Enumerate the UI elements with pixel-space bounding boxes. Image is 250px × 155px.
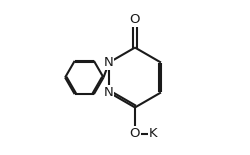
Text: O: O [130, 127, 140, 140]
Text: K: K [148, 127, 157, 140]
Text: N: N [104, 56, 113, 69]
Text: O: O [130, 13, 140, 26]
Text: N: N [104, 86, 113, 99]
